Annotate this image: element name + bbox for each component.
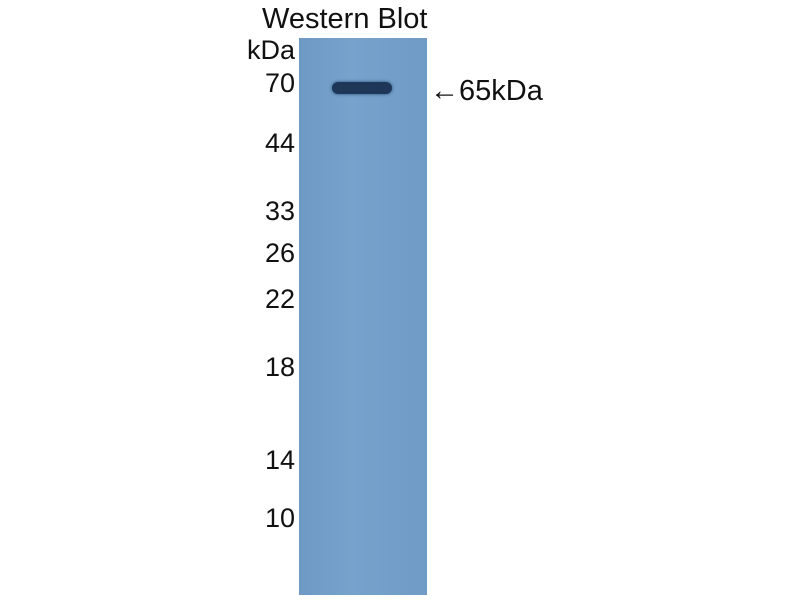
blot-membrane: [299, 38, 427, 595]
marker-22: 22: [264, 284, 295, 314]
marker-10: 10: [264, 503, 295, 533]
marker-14: 14: [264, 445, 295, 475]
marker-18: 18: [264, 352, 295, 382]
marker-33: 33: [264, 196, 295, 226]
marker-70: 70: [264, 68, 295, 98]
target-band-label: ←65kDa: [430, 75, 543, 107]
unit-label: kDa: [246, 35, 295, 65]
marker-44: 44: [264, 128, 295, 158]
blot-title: Western Blot: [262, 3, 428, 35]
protein-band: [332, 82, 392, 94]
marker-26: 26: [264, 238, 295, 268]
